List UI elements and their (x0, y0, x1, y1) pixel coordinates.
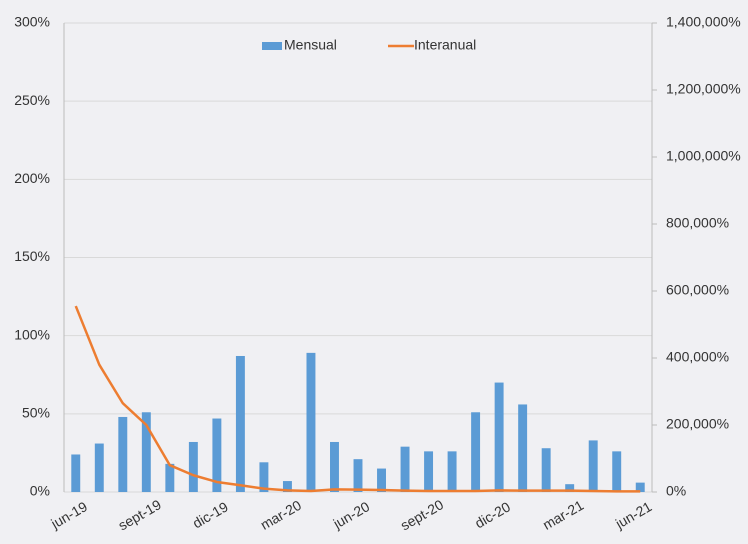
legend-swatch (262, 42, 282, 50)
bar (612, 451, 622, 492)
x-tick-label: jun-21 (612, 498, 655, 532)
bar (71, 454, 81, 492)
bar (541, 448, 551, 492)
x-tick-label: dic-19 (190, 498, 231, 531)
bar (212, 418, 222, 492)
y-tick-label: 300% (14, 14, 50, 30)
y2-tick-label: 200,000% (666, 416, 729, 432)
y-tick-label: 250% (14, 92, 50, 108)
y2-tick-label: 1,000,000% (666, 148, 741, 164)
bar (259, 462, 269, 492)
bar (235, 355, 245, 492)
y2-tick-label: 0% (666, 483, 686, 499)
bar (635, 482, 645, 492)
x-tick-label: sept-20 (398, 496, 447, 533)
bar (165, 463, 175, 492)
y2-tick-label: 400,000% (666, 349, 729, 365)
bar (94, 443, 104, 492)
bar (588, 440, 598, 492)
x-tick-label: mar-20 (258, 497, 305, 533)
y-tick-label: 200% (14, 170, 50, 186)
y-tick-label: 50% (22, 405, 50, 421)
bar (118, 416, 128, 492)
x-tick-label: mar-21 (540, 497, 587, 533)
x-tick-label: jun-20 (330, 498, 373, 532)
y2-tick-label: 600,000% (666, 282, 729, 298)
y-tick-label: 150% (14, 248, 50, 264)
bar (565, 484, 575, 492)
y2-tick-label: 800,000% (666, 215, 729, 231)
x-tick-label: dic-20 (472, 498, 513, 531)
y2-tick-label: 1,200,000% (666, 81, 741, 97)
bar (447, 451, 457, 492)
y-tick-label: 100% (14, 326, 50, 342)
bar (377, 468, 386, 492)
x-tick-label: sept-19 (115, 496, 164, 533)
bar (518, 404, 528, 492)
bar (400, 446, 410, 492)
bar (282, 481, 292, 492)
legend-label: Interanual (414, 37, 476, 53)
x-tick-label: jun-19 (47, 498, 90, 532)
y2-tick-label: 1,400,000% (666, 14, 741, 30)
bar (306, 352, 316, 492)
bar (424, 451, 434, 492)
bar (330, 441, 339, 492)
bar (141, 412, 151, 492)
line (74, 305, 641, 493)
bar (494, 382, 504, 492)
bar (471, 412, 481, 492)
bar (188, 441, 198, 492)
y-tick-label: 0% (30, 483, 50, 499)
legend-label: Mensual (284, 37, 337, 53)
bar (353, 459, 363, 492)
